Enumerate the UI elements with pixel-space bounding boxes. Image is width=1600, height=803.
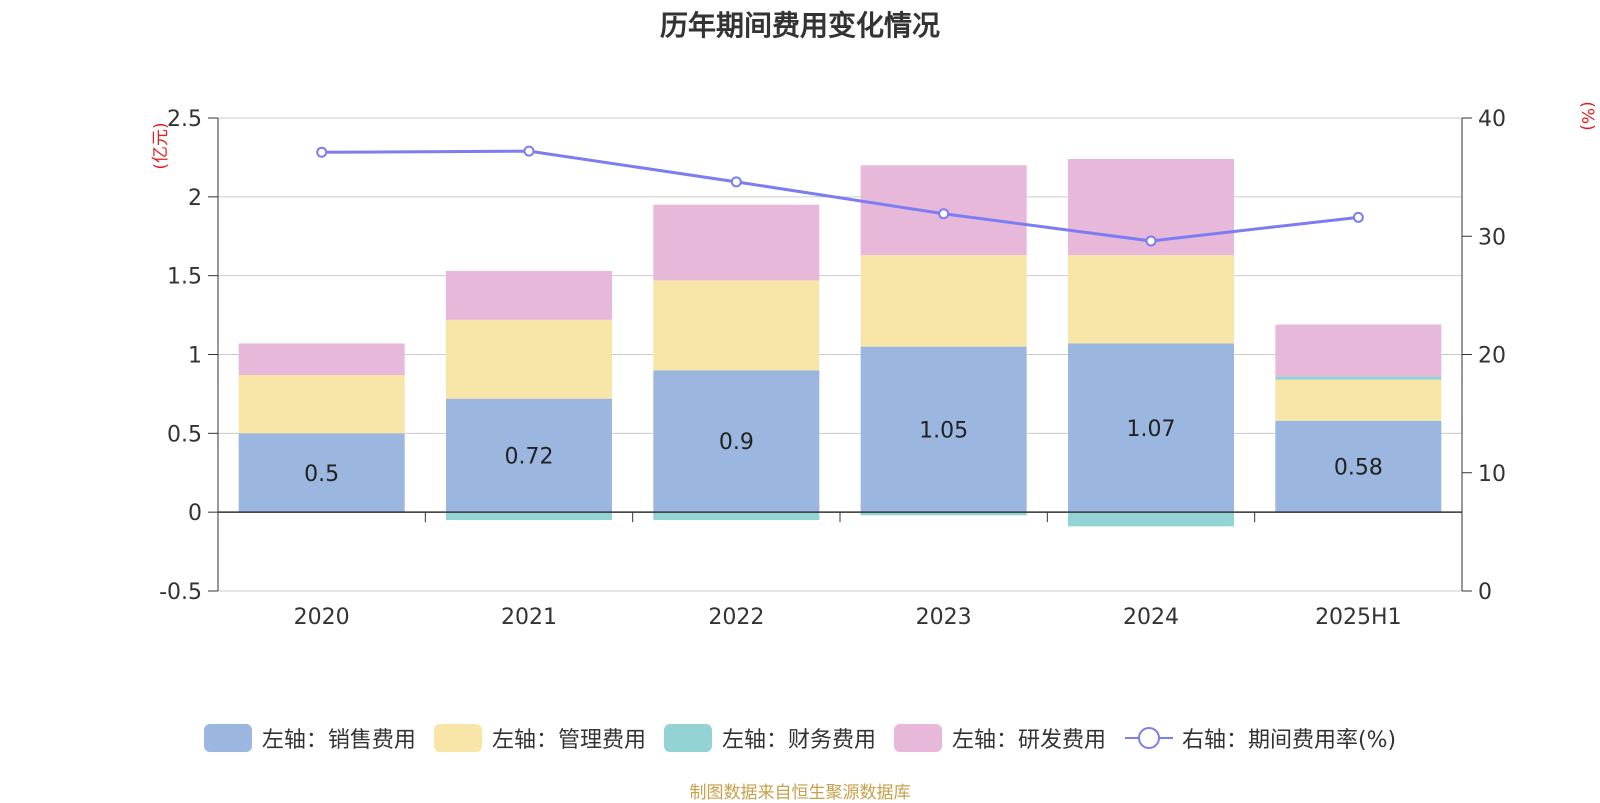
bar-1-2025H1 xyxy=(1275,379,1442,421)
bar-1-2020 xyxy=(238,374,405,434)
legend-label-rate: 右轴：期间费用率(%) xyxy=(1181,728,1397,753)
rate-point-4 xyxy=(1145,235,1157,247)
right-axis-tick-label-4: 0 xyxy=(1478,580,1492,605)
bar-1-2023 xyxy=(860,255,1027,347)
rate-point-1 xyxy=(523,145,535,157)
x-axis-tick-label-0: 2020 xyxy=(294,605,350,630)
x-axis-tick-label-1: 2021 xyxy=(501,605,557,630)
legend-label-rnd: 左轴：研发费用 xyxy=(951,728,1106,753)
bar-0-2024 xyxy=(1068,343,1234,513)
rate-line xyxy=(321,149,1359,243)
legend-line-marker-icon xyxy=(1124,727,1173,749)
bar-0-2021 xyxy=(446,398,612,513)
data-label-sales-2: 0.9 xyxy=(719,430,754,455)
legend-swatch-sales xyxy=(203,724,252,752)
chart-title: 历年期间费用变化情况 xyxy=(659,9,940,42)
legend-item-finance[interactable]: 左轴：财务费用 xyxy=(663,722,876,754)
bar-2-2021 xyxy=(446,512,612,521)
right-axis-tick-label-1: 30 xyxy=(1478,225,1506,250)
legend-swatch-finance xyxy=(663,724,712,752)
left-axis-tick-label-0: 2.5 xyxy=(167,107,202,132)
bar-3-2025H1 xyxy=(1275,324,1442,377)
bar-0-2023 xyxy=(860,346,1027,513)
left-axis-tick-label-5: 0 xyxy=(188,501,202,526)
x-axis-tick-label-5: 2025H1 xyxy=(1315,605,1402,630)
rate-point-0 xyxy=(316,146,328,158)
x-axis-tick-label-4: 2024 xyxy=(1123,605,1179,630)
right-axis-tick-label-0: 40 xyxy=(1478,107,1506,132)
bar-0-2020 xyxy=(238,433,405,513)
legend-item-rnd[interactable]: 左轴：研发费用 xyxy=(893,722,1106,754)
legend-swatch-rnd xyxy=(893,724,942,752)
legend-item-rate[interactable]: 右轴：期间费用率(%) xyxy=(1124,722,1396,754)
bar-2-2023 xyxy=(860,512,1027,516)
bar-2-2025H1 xyxy=(1275,376,1442,380)
bar-1-2021 xyxy=(446,319,612,399)
bar-3-2021 xyxy=(446,270,612,320)
bar-2-2024 xyxy=(1068,512,1234,527)
left-axis-tick-label-3: 1 xyxy=(188,344,202,369)
data-label-sales-0: 0.5 xyxy=(304,462,339,487)
chart-legend: 左轴：销售费用 左轴：管理费用 左轴：财务费用 左轴：研发费用 右轴：期间费用率… xyxy=(0,722,1600,754)
data-label-sales-3: 1.05 xyxy=(919,418,968,443)
bar-3-2022 xyxy=(653,204,820,281)
rate-point-5 xyxy=(1352,211,1364,223)
legend-swatch-admin xyxy=(433,724,482,752)
source-note: 制图数据来自恒生聚源数据库 xyxy=(689,783,911,803)
left-axis-unit-label: (亿元) xyxy=(151,122,171,169)
left-axis-tick-label-4: 0.5 xyxy=(167,422,202,447)
bar-2-2022 xyxy=(653,512,820,521)
left-axis-tick-label-1: 2 xyxy=(188,186,202,211)
x-axis-tick-label-3: 2023 xyxy=(916,605,972,630)
rate-point-2 xyxy=(730,176,742,188)
data-label-sales-1: 0.72 xyxy=(505,444,554,469)
right-axis-tick-label-2: 20 xyxy=(1478,344,1506,369)
rate-point-3 xyxy=(938,208,950,220)
right-axis-unit-label: (%) xyxy=(1577,101,1597,130)
bar-1-2024 xyxy=(1068,255,1234,344)
legend-label-finance: 左轴：财务费用 xyxy=(721,728,876,753)
bar-0-2025H1 xyxy=(1275,420,1442,513)
data-label-sales-5: 0.58 xyxy=(1334,455,1383,480)
bar-1-2022 xyxy=(653,280,820,371)
legend-label-admin: 左轴：管理费用 xyxy=(491,728,646,753)
left-axis-tick-label-6: -0.5 xyxy=(159,580,202,605)
data-label-sales-4: 1.07 xyxy=(1127,417,1176,442)
legend-item-sales[interactable]: 左轴：销售费用 xyxy=(203,722,416,754)
right-axis-tick-label-3: 10 xyxy=(1478,462,1506,487)
left-axis-tick-label-2: 1.5 xyxy=(167,265,202,290)
bar-3-2020 xyxy=(238,343,405,375)
legend-label-sales: 左轴：销售费用 xyxy=(261,728,416,753)
x-axis-tick-label-2: 2022 xyxy=(708,605,764,630)
bar-0-2022 xyxy=(653,370,820,513)
legend-item-admin[interactable]: 左轴：管理费用 xyxy=(433,722,646,754)
